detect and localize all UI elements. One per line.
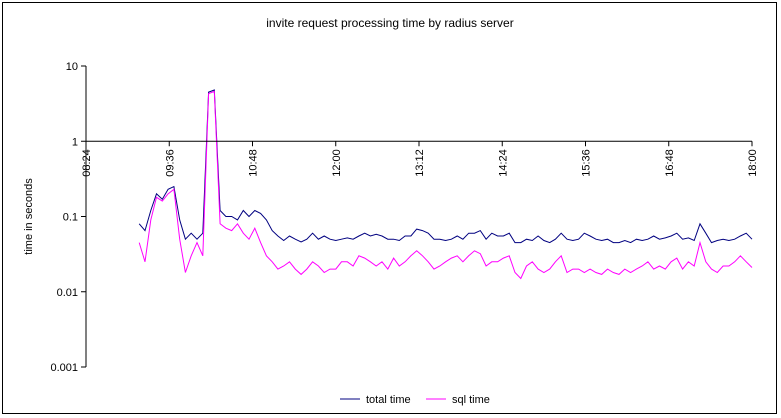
x-axis-ticks: 08:24 09:36 10:48 12:00 13:12 14:24 15:36 16:48… (81, 141, 759, 177)
x-tick-label: 16:48 (664, 149, 676, 177)
series-layer (138, 89, 753, 280)
y-axis-ticks: 0.001 0.01 0.1 1 10 (50, 61, 86, 374)
x-tick-label: 14:24 (497, 149, 509, 177)
legend: total time sql time (340, 394, 490, 406)
chart-title: invite request processing time by radius… (266, 16, 513, 30)
y-tick-label: 10 (66, 61, 78, 73)
x-tick-label: 13:12 (414, 149, 426, 177)
series-line-sql-time (138, 90, 753, 280)
x-tick-label: 10:48 (248, 149, 260, 177)
legend-label-sql-time: sql time (452, 394, 490, 406)
x-tick-label: 15:36 (581, 149, 593, 177)
y-tick-label: 0.1 (63, 212, 78, 224)
x-tick-label: 12:00 (331, 149, 343, 177)
chart-frame (2, 2, 777, 414)
x-tick-label: 08:24 (81, 149, 93, 177)
x-tick-label: 09:36 (164, 149, 176, 177)
series-line-total-time (138, 89, 753, 244)
legend-label-total-time: total time (366, 394, 411, 406)
y-tick-label: 0.001 (50, 362, 78, 374)
y-axis-label: time in seconds (23, 178, 35, 255)
y-tick-label: 1 (72, 136, 78, 148)
x-tick-label: 18:00 (747, 149, 759, 177)
y-tick-label: 0.01 (57, 287, 78, 299)
